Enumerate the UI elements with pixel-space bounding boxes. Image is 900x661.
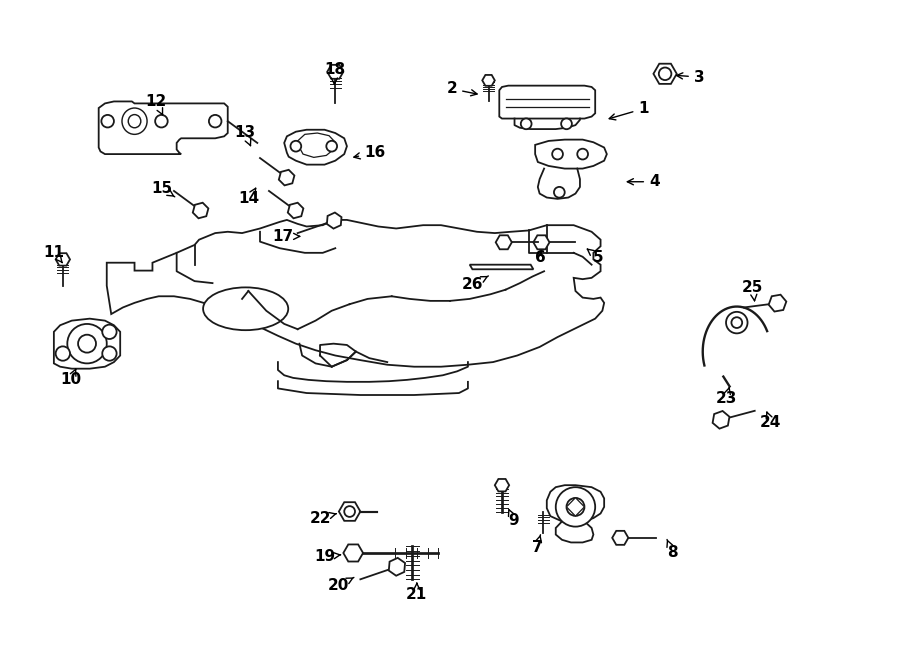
Circle shape (553, 149, 562, 159)
Text: 14: 14 (238, 188, 260, 206)
Text: 24: 24 (760, 412, 781, 430)
Text: 11: 11 (43, 245, 65, 262)
Text: 6: 6 (536, 250, 546, 265)
Polygon shape (482, 75, 495, 86)
Polygon shape (193, 203, 209, 218)
Circle shape (327, 141, 338, 151)
Text: 23: 23 (716, 387, 737, 406)
Text: 25: 25 (742, 280, 763, 301)
Text: 9: 9 (508, 510, 519, 528)
Circle shape (102, 115, 114, 128)
Ellipse shape (129, 114, 140, 128)
Polygon shape (284, 130, 346, 165)
Text: 19: 19 (314, 549, 341, 564)
Polygon shape (99, 101, 228, 154)
Polygon shape (536, 139, 607, 169)
Polygon shape (653, 63, 677, 84)
Ellipse shape (203, 288, 288, 330)
Polygon shape (327, 213, 341, 229)
Circle shape (561, 118, 572, 129)
Polygon shape (713, 411, 729, 428)
Circle shape (566, 498, 584, 516)
Polygon shape (389, 558, 405, 576)
Polygon shape (298, 133, 336, 157)
Text: 16: 16 (354, 145, 385, 160)
Polygon shape (328, 65, 344, 79)
Text: 12: 12 (146, 94, 166, 115)
Circle shape (103, 346, 117, 361)
Text: 2: 2 (446, 81, 477, 97)
Ellipse shape (122, 108, 147, 134)
Text: 10: 10 (60, 369, 82, 387)
Circle shape (209, 115, 221, 128)
Polygon shape (496, 235, 512, 249)
Circle shape (78, 334, 96, 352)
Polygon shape (534, 235, 550, 249)
Text: 21: 21 (406, 584, 428, 602)
Text: 15: 15 (151, 181, 175, 197)
Circle shape (521, 118, 532, 129)
Polygon shape (54, 319, 121, 369)
Text: 13: 13 (234, 125, 256, 145)
Text: 3: 3 (677, 69, 705, 85)
Circle shape (577, 149, 588, 159)
Circle shape (103, 325, 117, 339)
Circle shape (556, 487, 595, 527)
Text: 5: 5 (587, 249, 603, 265)
Circle shape (554, 187, 564, 198)
Polygon shape (56, 253, 70, 266)
Circle shape (726, 312, 748, 333)
Circle shape (291, 141, 302, 151)
Polygon shape (495, 479, 509, 491)
Polygon shape (470, 264, 534, 269)
Polygon shape (288, 203, 303, 218)
Text: 1: 1 (609, 101, 649, 120)
Text: 22: 22 (310, 510, 337, 525)
Polygon shape (547, 485, 604, 543)
Text: 4: 4 (627, 175, 660, 189)
Polygon shape (279, 170, 294, 185)
Polygon shape (769, 295, 787, 311)
Text: 26: 26 (462, 276, 489, 292)
Circle shape (155, 115, 167, 128)
Circle shape (56, 346, 70, 361)
Text: 8: 8 (667, 539, 678, 560)
Polygon shape (500, 86, 595, 118)
Text: 7: 7 (532, 535, 542, 555)
Polygon shape (339, 502, 360, 521)
Text: 18: 18 (324, 62, 345, 84)
Polygon shape (344, 545, 363, 561)
Polygon shape (566, 498, 584, 516)
Text: 17: 17 (273, 229, 300, 244)
Text: 20: 20 (328, 578, 354, 594)
Circle shape (344, 506, 355, 517)
Circle shape (659, 67, 671, 80)
Polygon shape (612, 531, 628, 545)
Circle shape (732, 317, 742, 328)
Circle shape (68, 324, 107, 364)
Polygon shape (107, 220, 604, 367)
